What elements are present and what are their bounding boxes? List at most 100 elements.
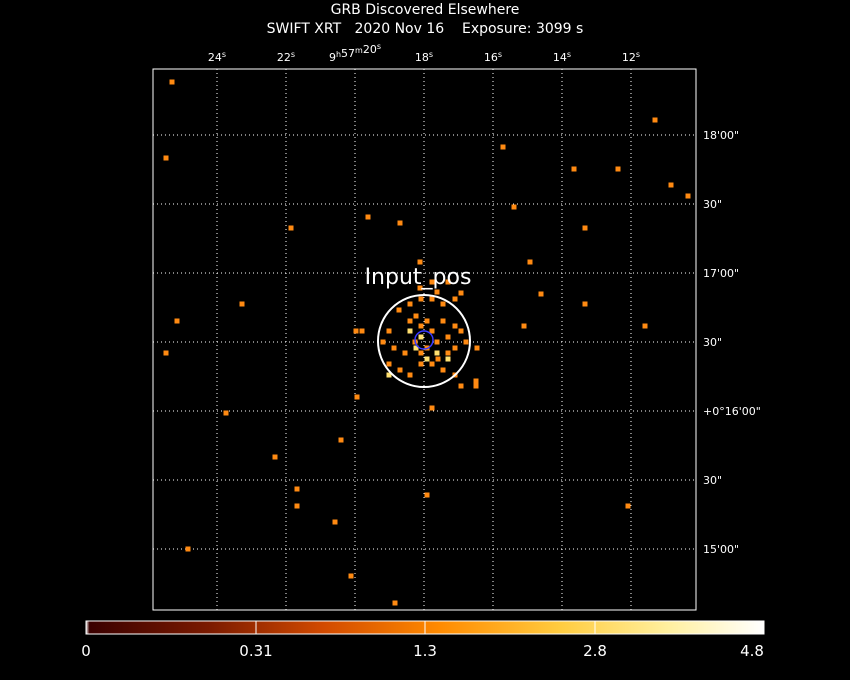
photon-pixel-bright [434,350,440,356]
ra-tick-label: 9h57m20s [329,42,381,64]
colorbar-label: 0.31 [239,642,272,660]
photon-events [163,79,691,606]
image-title: GRB Discovered Elsewhere [330,2,520,18]
photon-pixel [348,573,354,579]
ra-tick-label: 14s [553,50,571,64]
photon-pixel-bright [407,328,413,334]
photon-pixel [538,291,544,297]
dec-tick-label: 18'00" [703,129,739,142]
photon-pixel [386,328,392,334]
coordinate-grid [153,69,696,610]
photon-pixel [440,318,446,324]
photon-pixel [386,361,392,367]
photon-pixel [223,410,229,416]
photon-pixel [418,323,424,329]
photon-pixel [458,328,464,334]
photon-pixel [473,378,479,384]
photon-pixel [365,214,371,220]
photon-pixel [511,204,517,210]
photon-pixel [582,225,588,231]
ra-tick-label: 22s [277,50,295,64]
photon-pixel [463,339,469,345]
dec-tick-label: +0°16'00" [703,405,761,418]
ra-tick-label: 16s [484,50,502,64]
source-region-circle [377,294,471,388]
photon-pixel [418,350,424,356]
photon-pixel [353,328,359,334]
photon-pixel [452,296,458,302]
image-subtitle: SWIFT XRT 2020 Nov 16 Exposure: 3099 s [266,21,584,37]
photon-pixel [445,350,451,356]
photon-pixel [458,383,464,389]
colorbar-label: 0 [81,642,91,660]
photon-pixel-bright [413,345,419,351]
photon-pixel [169,79,175,85]
photon-pixel [685,193,691,199]
photon-pixel [571,166,577,172]
photon-pixel [163,350,169,356]
image-frame [152,68,697,611]
dec-axis-labels: 18'00" 30" 17'00" 30" +0°16'00" 30" 15'00" [703,129,761,556]
photon-pixel [521,323,527,329]
photon-pixel [163,155,169,161]
photon-pixel [435,356,441,362]
photon-pixel [642,323,648,329]
photon-pixel [625,503,631,509]
photon-pixel [429,296,435,302]
photon-pixel [424,492,430,498]
photon-pixel [440,301,446,307]
photon-pixel-bright [386,372,392,378]
colorbar-label: 4.8 [740,642,764,660]
ra-tick-label: 12s [622,50,640,64]
photon-pixel [434,339,440,345]
photon-pixel [397,367,403,373]
photon-pixel [582,301,588,307]
photon-pixel-bright [424,356,430,362]
photon-pixel [407,301,413,307]
photon-pixel [452,323,458,329]
photon-pixel [407,372,413,378]
photon-pixel [615,166,621,172]
photon-pixel [429,328,435,334]
photon-pixel [391,345,397,351]
photon-pixel [440,367,446,373]
photon-pixel [429,405,435,411]
photon-pixel [445,334,451,340]
photon-pixel [185,546,191,552]
photon-pixel [418,296,424,302]
dec-tick-label: 30" [703,336,722,349]
photon-pixel [417,259,423,265]
dec-tick-label: 15'00" [703,543,739,556]
photon-pixel [359,328,365,334]
photon-pixel [294,486,300,492]
photon-pixel [429,279,435,285]
photon-pixel [434,289,440,295]
photon-pixel [354,394,360,400]
photon-pixel [239,301,245,307]
dec-tick-label: 17'00" [703,267,739,280]
ra-tick-label: 24s [208,50,226,64]
photon-pixel [429,361,435,367]
photon-pixel [288,225,294,231]
photon-pixel [473,383,479,389]
photon-pixel [474,345,480,351]
photon-pixel [417,285,423,291]
photon-pixel [445,279,451,285]
photon-pixel [458,290,464,296]
photon-pixel [392,600,398,606]
photon-pixel [332,519,338,525]
source-label: Input_pos [365,265,472,290]
photon-pixel-bright [418,334,424,340]
photon-pixel [652,117,658,123]
dec-tick-label: 30" [703,474,722,487]
photon-pixel [452,345,458,351]
colorbar-label: 1.3 [413,642,437,660]
photon-pixel [668,182,674,188]
photon-pixel [402,350,408,356]
photon-pixel [294,503,300,509]
photon-pixel [396,307,402,313]
photon-pixel [407,318,413,324]
photon-pixel-bright [445,356,451,362]
photon-pixel [418,361,424,367]
